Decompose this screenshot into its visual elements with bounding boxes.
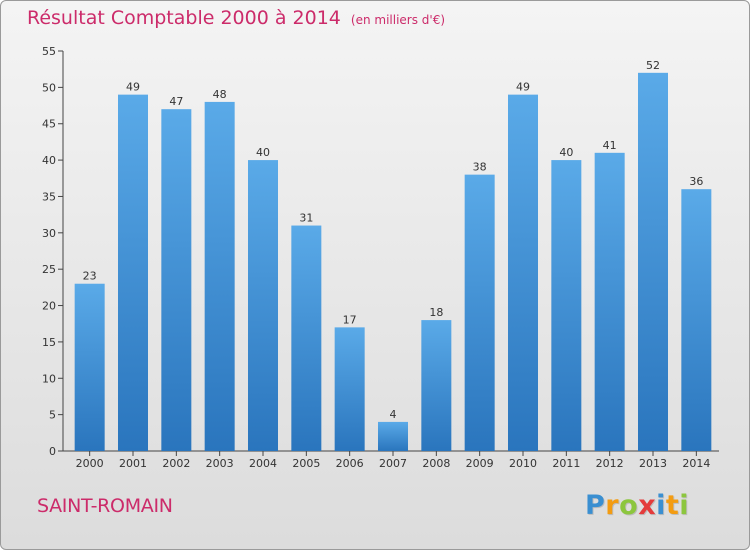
x-tick-label: 2006	[336, 457, 364, 470]
x-tick-label: 2012	[596, 457, 624, 470]
bar	[464, 174, 495, 452]
data-label: 49	[126, 81, 140, 94]
x-tick-label: 2008	[422, 457, 450, 470]
logo-letter: r	[605, 490, 620, 521]
y-tick-label: 30	[42, 227, 56, 240]
proxiti-logo: Proxiti	[585, 490, 689, 521]
y-tick-label: 45	[42, 118, 56, 131]
bar	[551, 160, 582, 451]
x-tick-label: 2009	[466, 457, 494, 470]
x-tick-label: 2011	[552, 457, 580, 470]
y-tick-label: 0	[49, 445, 56, 458]
bar	[681, 189, 712, 451]
y-tick-label: 50	[42, 81, 56, 94]
logo-letter: t	[665, 490, 680, 521]
y-tick-label: 10	[42, 372, 56, 385]
data-label: 18	[429, 306, 443, 319]
data-label: 31	[299, 212, 313, 225]
data-label: 40	[559, 146, 573, 159]
y-tick-label: 35	[42, 190, 56, 203]
bars	[74, 72, 712, 452]
logo-letter: i	[656, 490, 666, 521]
bar	[291, 225, 322, 451]
data-label: 52	[646, 59, 660, 72]
chart-title: Résultat Comptable 2000 à 2014 (en millie…	[27, 7, 445, 29]
data-label: 17	[343, 313, 357, 326]
y-tick-label: 5	[49, 409, 56, 422]
y-tick-label: 25	[42, 263, 56, 276]
y-tick-label: 20	[42, 300, 56, 313]
data-labels: 23 49 47 48 40 31 17 4 18 38 49 40 41 52 36	[83, 59, 704, 421]
logo-letter: o	[619, 490, 639, 521]
data-label: 38	[473, 161, 487, 174]
data-label: 23	[83, 270, 97, 283]
bar	[508, 94, 538, 452]
data-label: 41	[603, 139, 617, 152]
x-tick-label: 2004	[249, 457, 277, 470]
bar	[118, 94, 148, 452]
x-tick-label: 2005	[292, 457, 320, 470]
bar	[378, 421, 408, 451]
y-tick-label: 15	[42, 336, 56, 349]
bar	[421, 320, 452, 451]
x-tick-label: 2010	[509, 457, 537, 470]
data-label: 48	[213, 88, 227, 101]
logo-letter: i	[679, 490, 690, 521]
bar	[334, 327, 365, 451]
data-label: 40	[256, 146, 270, 159]
x-tick-label: 2013	[639, 457, 667, 470]
logo-letter: x	[638, 490, 657, 521]
data-label: 36	[689, 175, 703, 188]
bar	[638, 72, 668, 452]
bar	[74, 283, 105, 451]
x-tick-label: 2000	[76, 457, 104, 470]
x-tick-label: 2003	[206, 457, 234, 470]
bar	[594, 152, 625, 451]
bar	[248, 160, 278, 451]
x-tick-label: 2007	[379, 457, 407, 470]
data-label: 47	[169, 95, 183, 108]
y-tick-label: 40	[42, 154, 56, 167]
bar	[204, 101, 235, 451]
y-tick-label: 55	[42, 45, 56, 58]
x-tick-label: 2002	[162, 457, 190, 470]
commune-name: SAINT-ROMAIN	[37, 495, 173, 517]
x-tick-label: 2014	[682, 457, 710, 470]
logo-letter: P	[585, 490, 606, 521]
bar	[161, 109, 192, 451]
x-tick-label: 2001	[119, 457, 147, 470]
data-label: 49	[516, 81, 530, 94]
chart-title-text: Résultat Comptable 2000 à 2014	[27, 7, 341, 29]
chart-subtitle: (en milliers d'€)	[350, 13, 446, 27]
data-label: 4	[390, 408, 397, 421]
